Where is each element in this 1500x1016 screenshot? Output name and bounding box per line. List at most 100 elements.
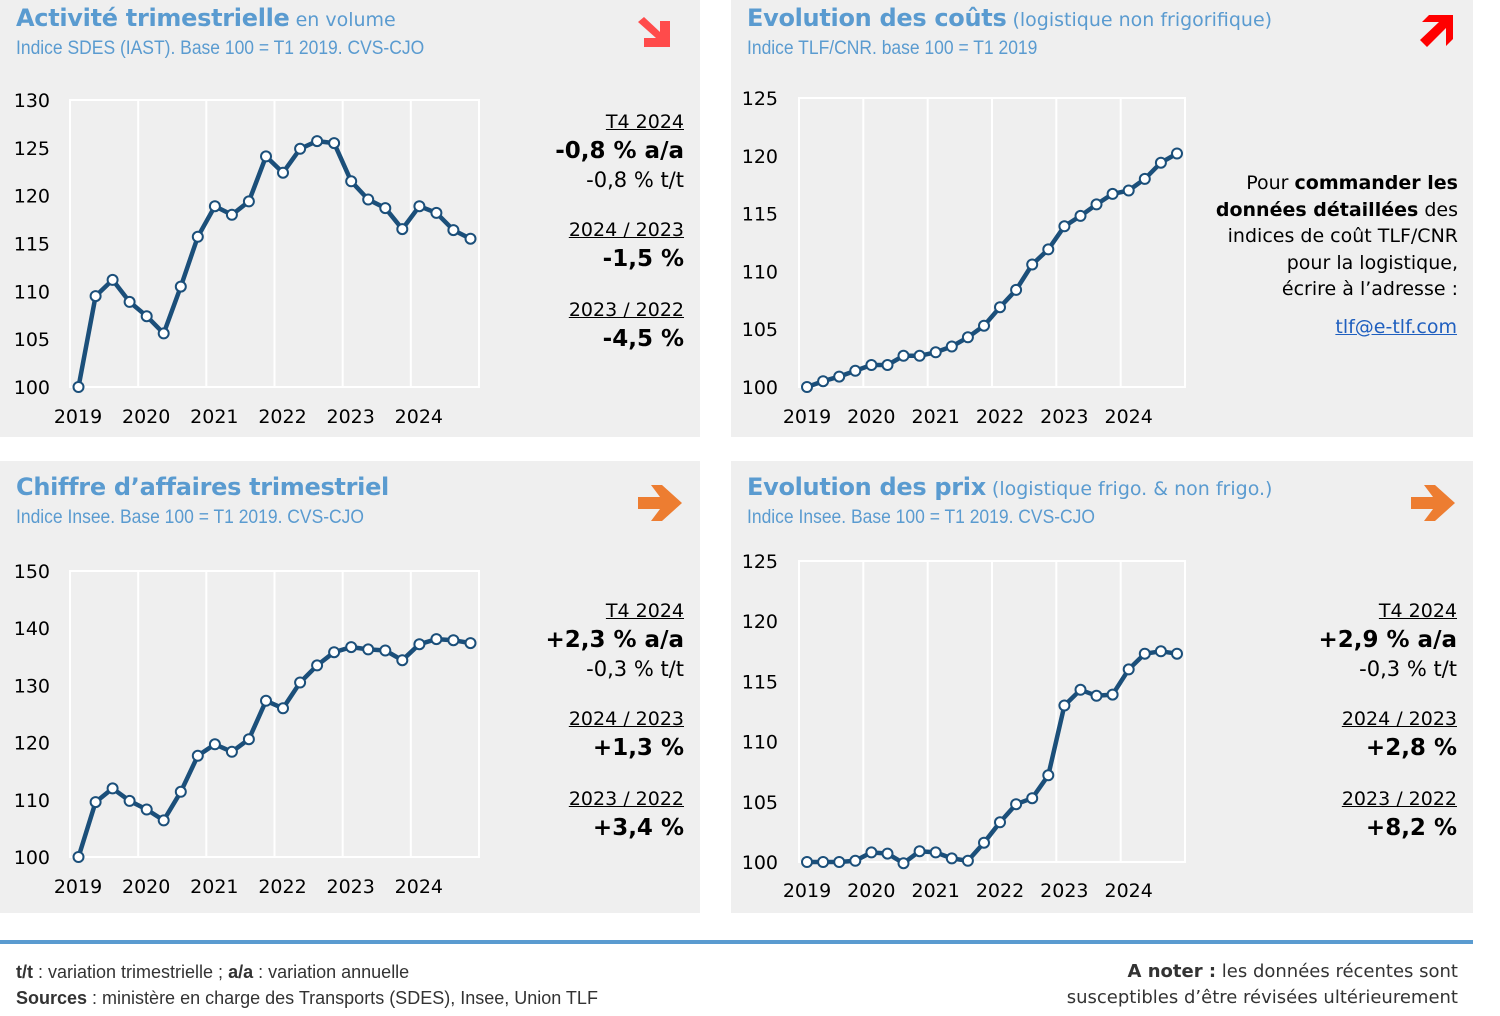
data-point xyxy=(140,310,153,323)
stats-comp1-label: 2024 / 2023 xyxy=(568,708,684,730)
data-point xyxy=(294,142,307,155)
y-tick-label: 125 xyxy=(14,138,50,160)
y-tick-label: 120 xyxy=(14,186,50,208)
y-tick-label: 115 xyxy=(742,671,778,693)
x-tick-label: 2019 xyxy=(54,876,102,898)
note-label: A noter : xyxy=(1127,961,1217,982)
y-tick-label: 120 xyxy=(742,611,778,633)
data-point xyxy=(260,694,272,707)
data-point xyxy=(396,223,409,236)
data-point xyxy=(174,280,187,293)
stats-comp1-value: -1,5 % xyxy=(602,246,684,272)
data-point xyxy=(945,852,958,865)
stats-yoy: +2,3 % a/a xyxy=(545,627,684,653)
email-link[interactable]: tlf@e-tlf.com xyxy=(1335,316,1457,338)
y-tick-label: 115 xyxy=(14,234,50,256)
x-tick-label: 2023 xyxy=(1040,406,1088,428)
stats-comp1-value: +1,3 % xyxy=(592,735,684,761)
data-point xyxy=(260,150,272,163)
order-note-bold: commander les xyxy=(1294,172,1458,194)
data-point xyxy=(1090,689,1103,702)
data-point xyxy=(1042,243,1055,256)
data-point xyxy=(430,206,443,219)
data-point xyxy=(817,375,830,388)
card-prix: Evolution des prix (logistique frigo. & … xyxy=(731,461,1473,913)
order-note-text: indices de coût TLF/CNR xyxy=(1227,225,1458,247)
x-tick-label: 2024 xyxy=(395,406,443,428)
card-activite: Activité trimestrielle en volume Indice … xyxy=(0,0,700,437)
stats-panel: T4 2024 +2,9 % a/a -0,3 % t/t 2024 / 202… xyxy=(1318,597,1457,843)
card-title: Evolution des prix (logistique frigo. & … xyxy=(747,473,1272,501)
data-point xyxy=(913,845,926,858)
stats-comp2-label: 2023 / 2022 xyxy=(568,299,684,321)
data-point xyxy=(913,349,926,362)
x-tick-label: 2023 xyxy=(326,876,374,898)
y-tick-label: 100 xyxy=(14,377,50,399)
y-tick-label: 130 xyxy=(14,90,50,112)
title-light: (logistique frigo. & non frigo.) xyxy=(985,478,1273,500)
data-point xyxy=(311,659,324,672)
y-tick-label: 120 xyxy=(742,146,778,168)
data-point xyxy=(277,166,289,179)
stats-period-label: T4 2024 xyxy=(1378,600,1457,622)
data-point xyxy=(881,847,894,860)
x-tick-label: 2024 xyxy=(395,876,443,898)
data-point xyxy=(225,208,238,221)
title-bold: Activité trimestrielle xyxy=(16,4,290,32)
data-point xyxy=(447,634,460,647)
stats-qoq: -0,8 % t/t xyxy=(586,168,684,192)
y-tick-label: 120 xyxy=(14,733,50,755)
title-light: (logistique non frigorifique) xyxy=(1006,9,1273,31)
note-text: les données récentes sont xyxy=(1216,961,1458,982)
data-point xyxy=(1058,699,1071,712)
title-light: en volume xyxy=(289,9,396,31)
data-point xyxy=(464,637,477,650)
data-point xyxy=(849,854,862,867)
data-point xyxy=(929,346,942,359)
data-point xyxy=(140,803,153,816)
data-point xyxy=(897,857,910,870)
data-point xyxy=(242,733,255,746)
data-point xyxy=(191,230,204,243)
data-point xyxy=(961,331,974,344)
x-tick-label: 2024 xyxy=(1104,880,1152,902)
data-point xyxy=(447,224,460,237)
data-point xyxy=(89,290,102,303)
data-point xyxy=(817,856,830,868)
stats-qoq: -0,3 % t/t xyxy=(1359,657,1457,681)
order-note-text: des xyxy=(1418,198,1458,221)
data-point xyxy=(994,816,1006,829)
legend-tt-abbr: t/t xyxy=(16,962,33,982)
data-point xyxy=(362,643,375,656)
arrow-right-icon xyxy=(638,485,682,521)
card-title: Activité trimestrielle en volume xyxy=(16,4,396,32)
data-point xyxy=(801,381,813,393)
data-point xyxy=(945,340,958,353)
x-tick-label: 2021 xyxy=(911,406,959,428)
y-tick-label: 110 xyxy=(742,261,778,283)
footer-note: A noter : les données récentes sont susc… xyxy=(1067,959,1458,1011)
data-point xyxy=(430,633,443,646)
x-tick-label: 2023 xyxy=(1040,880,1088,902)
data-point xyxy=(242,195,255,208)
data-point xyxy=(123,295,136,308)
data-point xyxy=(72,851,85,863)
y-tick-label: 125 xyxy=(742,551,778,573)
card-couts: Evolution des coûts (logistique non frig… xyxy=(731,0,1473,437)
x-tick-label: 2020 xyxy=(122,876,170,898)
title-bold: Evolution des prix xyxy=(747,473,986,501)
y-tick-label: 100 xyxy=(742,852,778,874)
stats-comp1-value: +2,8 % xyxy=(1365,735,1457,761)
x-tick-label: 2024 xyxy=(1104,406,1152,428)
y-tick-label: 110 xyxy=(742,732,778,754)
data-point xyxy=(1074,683,1087,696)
legend-tt-text: : variation trimestrielle ; xyxy=(33,962,229,982)
stats-comp1-label: 2024 / 2023 xyxy=(1341,708,1457,730)
stats-yoy: -0,8 % a/a xyxy=(555,138,684,164)
stats-period-label: T4 2024 xyxy=(605,600,684,622)
data-point xyxy=(1106,688,1119,701)
data-point xyxy=(881,359,894,371)
data-point xyxy=(1154,156,1167,169)
x-tick-label: 2022 xyxy=(258,876,306,898)
